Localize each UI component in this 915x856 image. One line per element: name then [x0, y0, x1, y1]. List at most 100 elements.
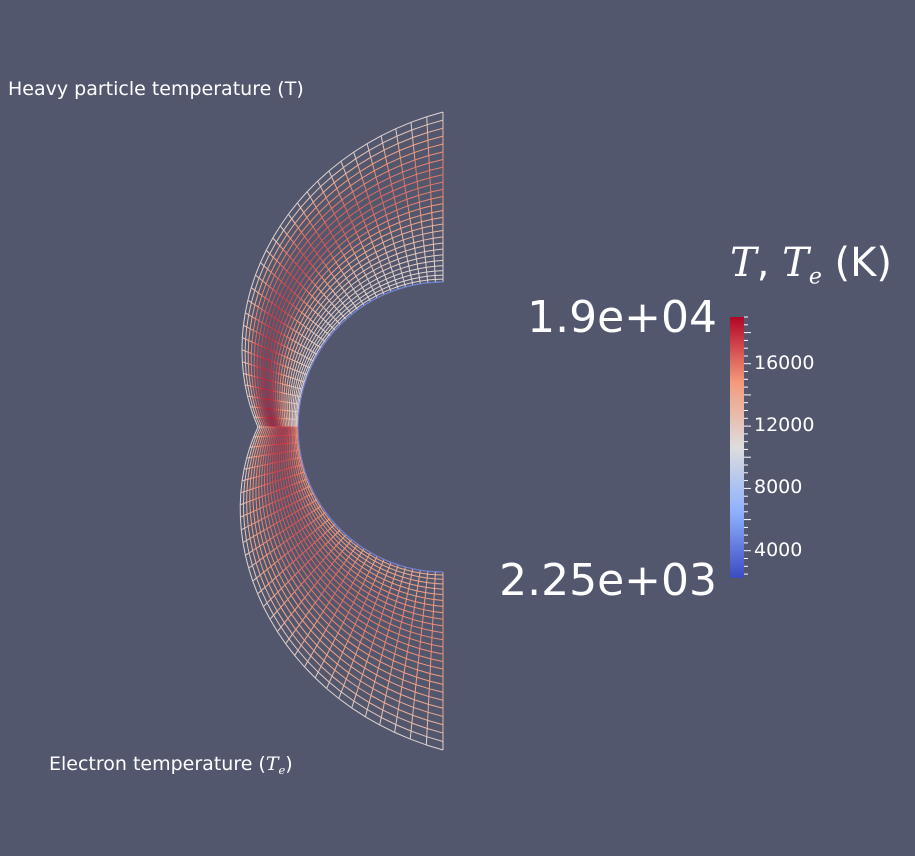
mesh-line-upper [281, 354, 285, 357]
mesh-line-upper [420, 221, 423, 229]
mesh-line-lower [374, 575, 378, 581]
mesh-line-lower [299, 465, 303, 473]
mesh-line-lower [276, 631, 287, 644]
mesh-line-upper [261, 308, 266, 312]
mesh-line-lower [352, 561, 356, 566]
mesh-line-upper [256, 320, 260, 333]
mesh-line-upper [305, 327, 309, 330]
mesh-line-lower [252, 547, 257, 552]
mesh-line-lower [336, 532, 344, 539]
mesh-line-upper [356, 307, 359, 310]
mesh-line-lower [279, 520, 284, 531]
mesh-line-upper [380, 135, 384, 144]
mesh-line-upper [397, 143, 400, 151]
mesh-line-lower [266, 598, 272, 604]
mesh-line-lower [268, 580, 273, 585]
mesh-line-upper [386, 248, 396, 254]
mesh-line-lower [305, 550, 312, 560]
mesh-line-upper [288, 377, 292, 386]
mesh-line-upper [380, 128, 396, 137]
mesh-line-upper [409, 218, 412, 225]
mesh-line-lower [357, 642, 361, 649]
mesh-line-lower [276, 522, 281, 534]
mesh-line-lower [271, 453, 274, 464]
mesh-line-lower [248, 552, 253, 566]
mesh-line-lower [334, 588, 339, 594]
mesh-line-upper [332, 236, 337, 242]
mesh-line-lower [367, 709, 382, 718]
mesh-line-upper [406, 256, 409, 262]
mesh-line-upper [348, 305, 356, 312]
mesh-line-lower [404, 658, 407, 666]
mesh-line-lower [362, 674, 376, 683]
mesh-line-lower [252, 498, 257, 501]
mesh-line-upper [309, 339, 313, 343]
mesh-line-lower [256, 531, 261, 535]
mesh-line-upper [280, 333, 285, 336]
mesh-line-upper [419, 198, 432, 203]
mesh-line-upper [325, 265, 330, 270]
mesh-line-upper [277, 382, 281, 384]
mesh-line-lower [416, 585, 419, 591]
mesh-line-lower [319, 615, 330, 626]
mesh-line-upper [298, 364, 303, 372]
mesh-line-upper [284, 356, 288, 359]
mesh-line-upper [248, 374, 252, 377]
mesh-line-lower [288, 577, 293, 582]
mesh-line-upper [320, 309, 327, 318]
mesh-line-lower [267, 472, 270, 475]
mesh-line-upper [251, 304, 256, 317]
mesh-line-lower [418, 648, 421, 656]
mesh-line-lower [293, 533, 297, 537]
mesh-line-upper [411, 277, 420, 280]
mesh-line-lower [322, 534, 329, 543]
wall-line-lower [313, 492, 318, 500]
mesh-line-lower [294, 609, 303, 621]
mesh-line-upper [302, 262, 311, 272]
mesh-line-upper [254, 262, 261, 276]
mesh-line-upper [386, 157, 401, 165]
mesh-line-upper [267, 408, 271, 419]
mesh-line-upper [393, 239, 404, 245]
mesh-line-lower [345, 576, 354, 584]
mesh-line-lower [288, 503, 293, 506]
mesh-line-lower [334, 669, 347, 680]
mesh-line-lower [261, 484, 265, 487]
mesh-line-upper [331, 303, 335, 307]
mesh-line-upper [353, 143, 368, 153]
mesh-line-lower [276, 520, 281, 524]
mesh-line-upper [411, 129, 414, 138]
mesh-line-lower [298, 457, 301, 466]
mesh-line-upper [326, 276, 335, 285]
mesh-line-upper [348, 263, 352, 269]
mesh-line-upper [283, 218, 293, 231]
mesh-line-lower [287, 618, 297, 630]
mesh-line-lower [241, 469, 245, 481]
mesh-line-upper [414, 147, 429, 154]
mesh-line-lower [319, 634, 324, 641]
mesh-line-lower [293, 458, 296, 467]
mesh-line-upper [331, 199, 343, 209]
mesh-line-lower [364, 575, 368, 581]
mesh-line-upper [367, 296, 370, 300]
mesh-line-lower [266, 526, 271, 529]
wall-line-upper [299, 396, 302, 405]
mesh-line-upper [381, 289, 384, 293]
mesh-line-lower [410, 578, 419, 582]
mesh-line-upper [291, 218, 296, 224]
mesh-line-lower [398, 590, 408, 595]
mesh-line-upper [278, 307, 283, 311]
mesh-line-upper [383, 143, 399, 151]
mesh-line-lower [333, 523, 336, 526]
mesh-line-lower [294, 512, 299, 522]
mesh-line-lower [433, 599, 444, 601]
mesh-line-lower [354, 558, 358, 563]
mesh-line-lower [239, 492, 242, 505]
mesh-line-lower [260, 436, 265, 447]
mesh-line-lower [326, 682, 330, 689]
mesh-line-upper [327, 227, 331, 233]
mesh-line-lower [349, 629, 354, 636]
mesh-line-lower [413, 692, 416, 700]
mesh-line-lower [313, 625, 324, 636]
